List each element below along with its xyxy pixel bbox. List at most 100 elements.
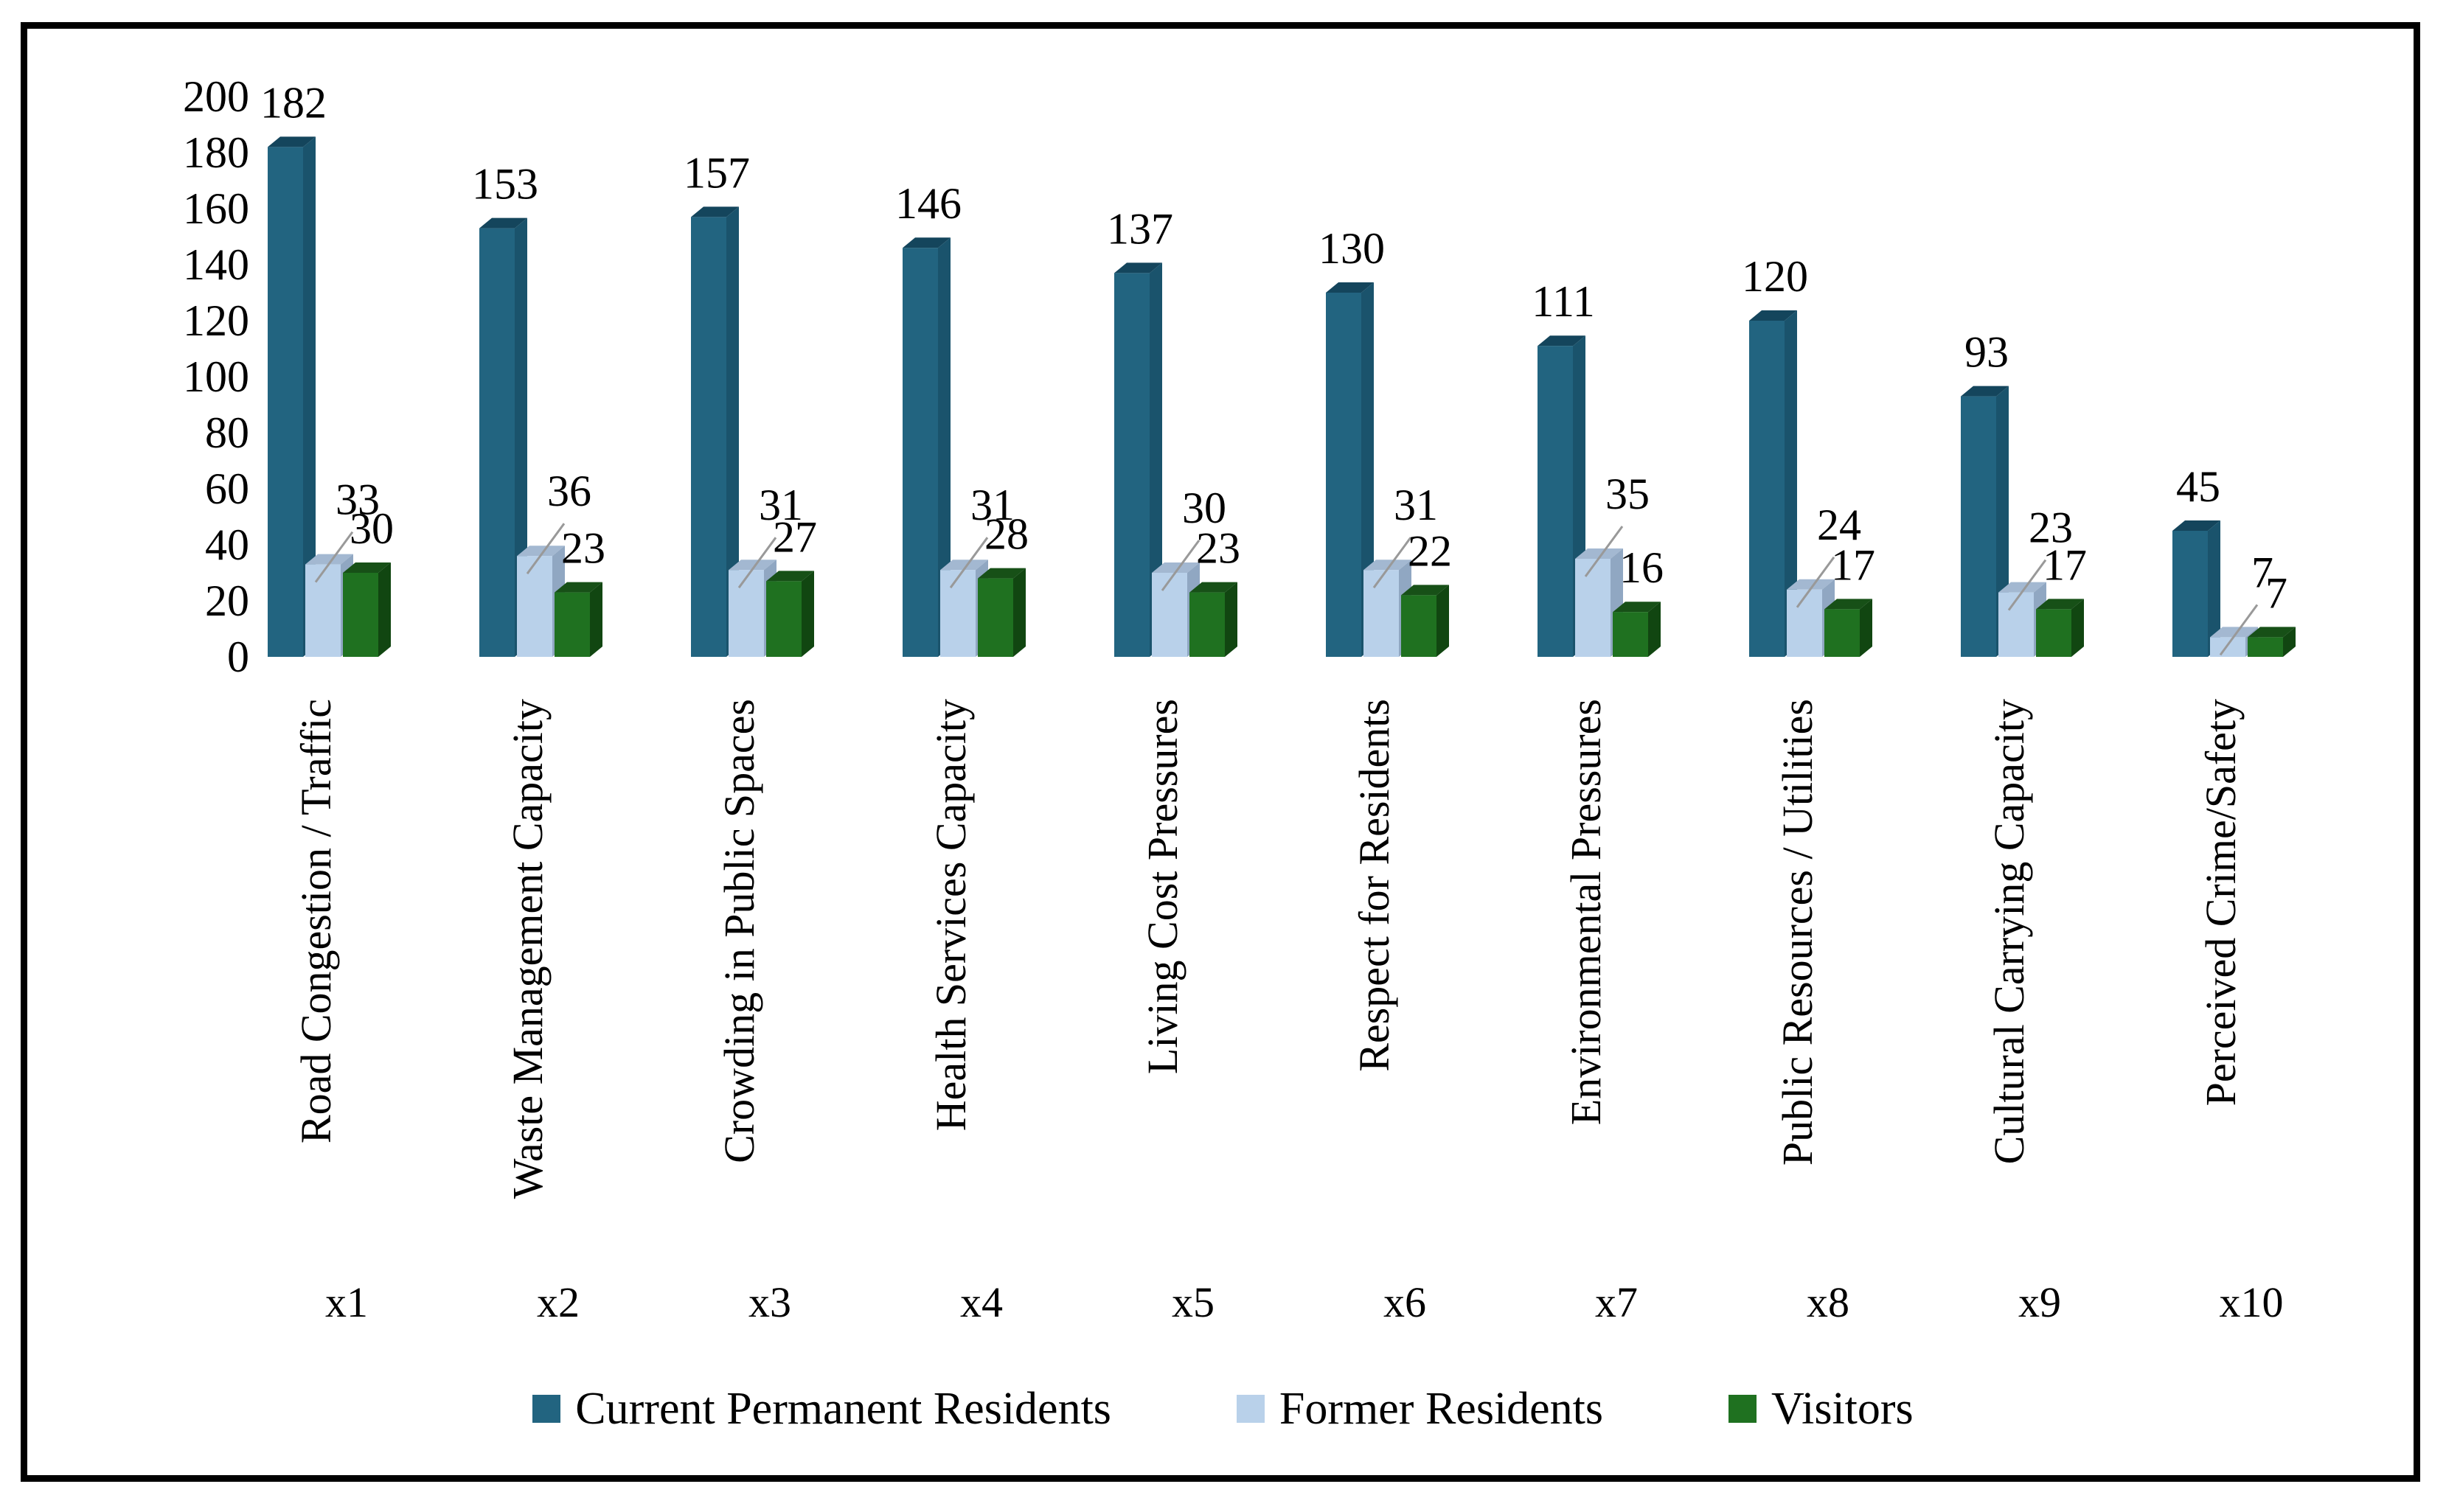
bar-side-current-permanent-residents-x8 xyxy=(1785,310,1797,657)
chart-legend: Current Permanent Residents Former Resid… xyxy=(0,1386,2446,1432)
bar-top-visitors-x10 xyxy=(2248,627,2296,638)
bar-top-current-permanent-residents-x8 xyxy=(1749,310,1797,321)
data-label-visitors-x9: 17 xyxy=(2043,540,2087,589)
data-label-visitors-x7: 16 xyxy=(1619,543,1664,592)
bar-side-current-permanent-residents-x3 xyxy=(726,206,739,657)
bar-top-current-permanent-residents-x6 xyxy=(1326,282,1374,293)
leader-line-former-residents-x2 xyxy=(526,523,566,575)
category-code-label-x8: x8 xyxy=(1807,1278,1849,1326)
data-label-former-residents-x3: 31 xyxy=(759,481,803,529)
leader-line-former-residents-x6 xyxy=(1372,537,1412,589)
y-axis-tick-label-100: 100 xyxy=(183,352,249,401)
category-code-label-x10: x10 xyxy=(2220,1278,2284,1326)
bar-side-visitors-x2 xyxy=(590,582,602,657)
bar-former-residents-x1 xyxy=(305,564,341,657)
bar-top-visitors-x3 xyxy=(766,571,814,582)
data-label-current-permanent-residents-x1: 182 xyxy=(260,78,327,127)
bar-top-current-permanent-residents-x3 xyxy=(691,206,739,217)
bar-side-visitors-x8 xyxy=(1860,599,1872,657)
bar-side-current-permanent-residents-x1 xyxy=(303,136,316,657)
y-axis-tick-label-180: 180 xyxy=(183,128,249,177)
data-label-visitors-x1: 30 xyxy=(350,504,394,553)
category-code-label-x2: x2 xyxy=(537,1278,580,1326)
data-label-current-permanent-residents-x4: 146 xyxy=(895,179,962,228)
y-axis-tick-label-40: 40 xyxy=(205,520,249,569)
bar-current-permanent-residents-x7 xyxy=(1538,346,1573,657)
bar-visitors-x10 xyxy=(2248,637,2283,657)
category-label-x2: Waste Management Capacity xyxy=(504,699,552,1199)
bar-visitors-x3 xyxy=(766,581,802,657)
data-label-current-permanent-residents-x8: 120 xyxy=(1742,252,1808,301)
bar-side-visitors-x7 xyxy=(1648,602,1661,657)
bar-top-current-permanent-residents-x5 xyxy=(1114,262,1162,274)
data-label-former-residents-x7: 35 xyxy=(1605,470,1650,518)
bar-top-former-residents-x7 xyxy=(1575,548,1623,559)
bar-side-current-permanent-residents-x6 xyxy=(1361,282,1374,657)
data-label-visitors-x2: 23 xyxy=(561,524,605,573)
bar-side-visitors-x6 xyxy=(1436,585,1449,657)
bar-top-current-permanent-residents-x1 xyxy=(268,136,316,147)
data-label-visitors-x3: 27 xyxy=(773,512,817,561)
bar-side-current-permanent-residents-x5 xyxy=(1150,262,1162,657)
bar-top-visitors-x4 xyxy=(978,568,1026,579)
bar-top-current-permanent-residents-x4 xyxy=(903,237,951,248)
bar-side-visitors-x5 xyxy=(1225,582,1237,657)
data-label-former-residents-x6: 31 xyxy=(1394,481,1438,529)
data-label-visitors-x10: 7 xyxy=(2265,568,2287,617)
bar-top-current-permanent-residents-x7 xyxy=(1538,335,1585,346)
bar-side-visitors-x10 xyxy=(2283,627,2296,657)
leader-line-former-residents-x10 xyxy=(2219,604,2259,656)
bar-top-former-residents-x10 xyxy=(2210,627,2258,638)
bar-visitors-x2 xyxy=(555,592,590,657)
category-label-x4: Health Services Capacity xyxy=(927,699,975,1131)
y-axis-tick-label-120: 120 xyxy=(183,296,249,345)
bar-current-permanent-residents-x1 xyxy=(268,147,303,657)
category-label-x9: Cultural Carrying Capacity xyxy=(1985,699,2033,1164)
leader-line-former-residents-x7 xyxy=(1584,526,1624,577)
data-label-visitors-x6: 22 xyxy=(1408,526,1452,575)
bar-former-residents-x10 xyxy=(2210,637,2245,657)
data-label-visitors-x8: 17 xyxy=(1831,540,1875,589)
bar-top-visitors-x1 xyxy=(343,562,391,573)
leader-line-former-residents-x9 xyxy=(2007,559,2047,611)
legend-swatch-visitors-icon xyxy=(1728,1395,1757,1423)
category-label-x5: Living Cost Pressures xyxy=(1139,699,1186,1074)
y-axis-tick-label-140: 140 xyxy=(183,240,249,289)
data-label-visitors-x4: 28 xyxy=(984,510,1029,559)
legend-item-former-residents: Former Residents xyxy=(1236,1386,1603,1432)
legend-item-visitors: Visitors xyxy=(1728,1386,1914,1432)
bar-former-residents-x9 xyxy=(1998,592,2034,657)
bar-top-former-residents-x1 xyxy=(305,554,353,565)
bar-current-permanent-residents-x9 xyxy=(1961,396,1996,657)
category-code-label-x4: x4 xyxy=(960,1278,1003,1326)
bar-top-former-residents-x3 xyxy=(729,560,776,571)
bar-top-former-residents-x9 xyxy=(1998,582,2046,593)
bar-top-visitors-x8 xyxy=(1824,599,1872,610)
category-label-x10: Perceived Crime/Safety xyxy=(2197,699,2245,1106)
bar-top-current-permanent-residents-x2 xyxy=(479,217,527,229)
data-label-former-residents-x8: 24 xyxy=(1817,501,1861,549)
bar-top-visitors-x9 xyxy=(2036,599,2084,610)
bar-current-permanent-residents-x8 xyxy=(1749,321,1785,657)
data-label-current-permanent-residents-x10: 45 xyxy=(2176,462,2220,511)
bar-current-permanent-residents-x3 xyxy=(691,217,726,657)
bar-visitors-x5 xyxy=(1189,592,1225,657)
chart-border-frame xyxy=(21,22,2420,1482)
bar-top-current-permanent-residents-x10 xyxy=(2172,520,2220,531)
legend-item-current-permanent-residents: Current Permanent Residents xyxy=(532,1386,1111,1432)
bar-former-residents-x5 xyxy=(1152,573,1187,657)
category-code-label-x5: x5 xyxy=(1172,1278,1215,1326)
bar-current-permanent-residents-x2 xyxy=(479,228,515,658)
bar-side-current-permanent-residents-x4 xyxy=(938,237,951,657)
bar-visitors-x7 xyxy=(1613,612,1648,657)
y-axis-tick-label-160: 160 xyxy=(183,184,249,233)
legend-label-current-permanent-residents: Current Permanent Residents xyxy=(575,1384,1111,1434)
data-label-visitors-x5: 23 xyxy=(1196,524,1240,573)
data-label-former-residents-x9: 23 xyxy=(2029,504,2073,552)
data-label-current-permanent-residents-x5: 137 xyxy=(1107,204,1173,253)
bar-former-residents-x4 xyxy=(940,570,976,657)
bar-former-residents-x8 xyxy=(1787,589,1822,657)
category-code-label-x9: x9 xyxy=(2018,1278,2061,1326)
data-label-current-permanent-residents-x2: 153 xyxy=(472,160,538,209)
